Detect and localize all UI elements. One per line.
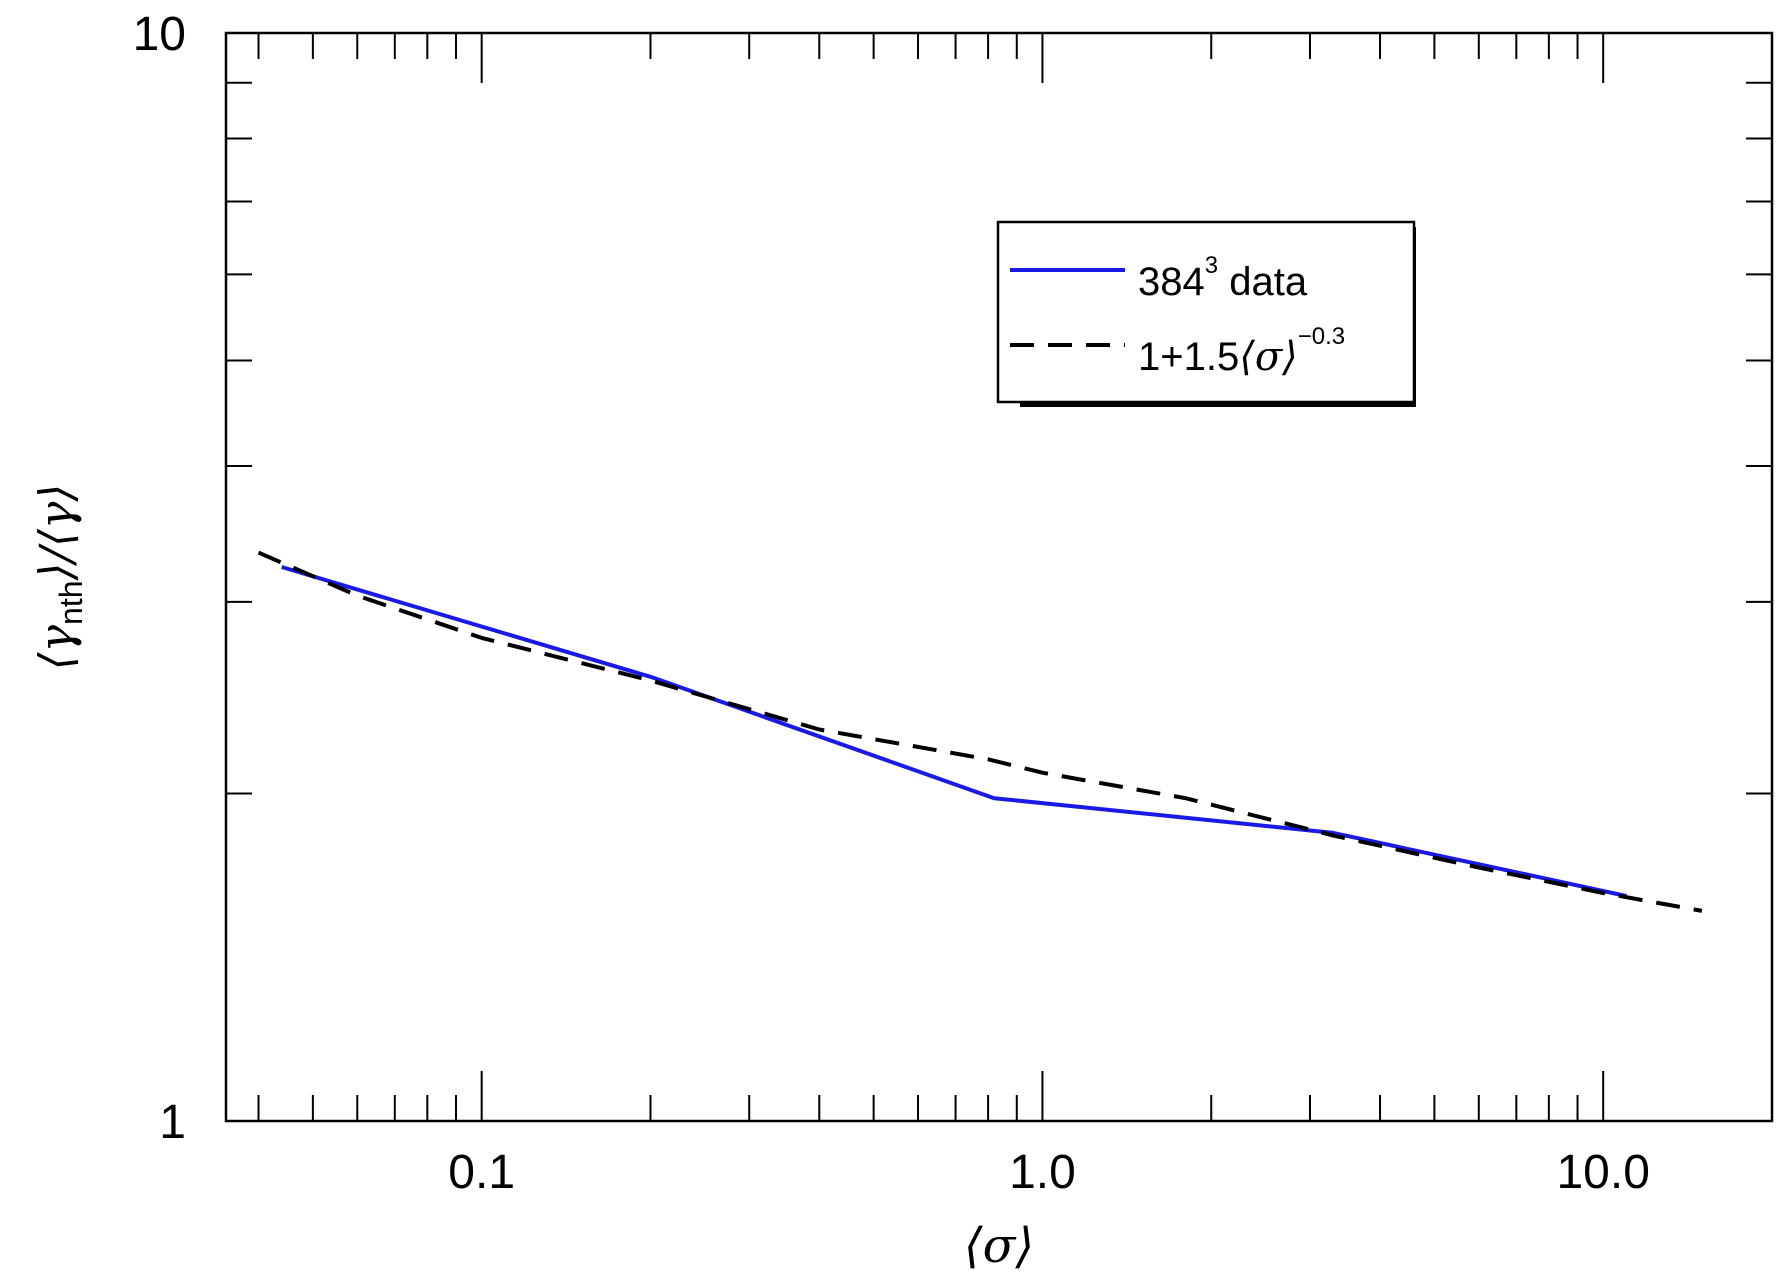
x-tick-label: 1.0 [1009,1146,1076,1199]
y-axis-label: ⟨γnth⟩/⟨γ⟩ [29,484,89,671]
y-label-rest: ⟩/⟨γ⟩ [29,484,83,582]
series-line-data [281,565,1627,898]
legend-data-main: 384 [1138,260,1205,304]
legend-label-data: 3843 data [1138,252,1308,304]
legend-data-rest: data [1218,260,1308,304]
legend-data-sup: 3 [1205,252,1218,279]
y-tick-label: 1 [159,1096,186,1149]
x-tick-label: 0.1 [448,1146,515,1199]
legend: 3843 data 1+1.5⟨σ⟩−0.3 [996,220,1416,407]
tick-labels: 0.1 1.0 10.0 1 10 [133,8,1650,1199]
series-layer [257,550,1703,913]
y-tick-label: 10 [133,8,186,61]
plot-frame [224,31,1774,1123]
legend-fit-main: 1+1.5 [1138,335,1239,379]
legend-box [996,220,1416,404]
y-label-open: ⟨γ [29,624,83,670]
legend-fit-sup: −0.3 [1298,323,1345,350]
axis-ticks [226,32,1773,1122]
legend-fit-sigma: ⟨σ⟩ [1239,334,1298,380]
x-axis-label: ⟨σ⟩ [964,1218,1034,1274]
legend-label-fit: 1+1.5⟨σ⟩−0.3 [1138,323,1345,380]
y-label-sub: nth [53,580,89,624]
x-tick-label: 10.0 [1556,1146,1649,1199]
